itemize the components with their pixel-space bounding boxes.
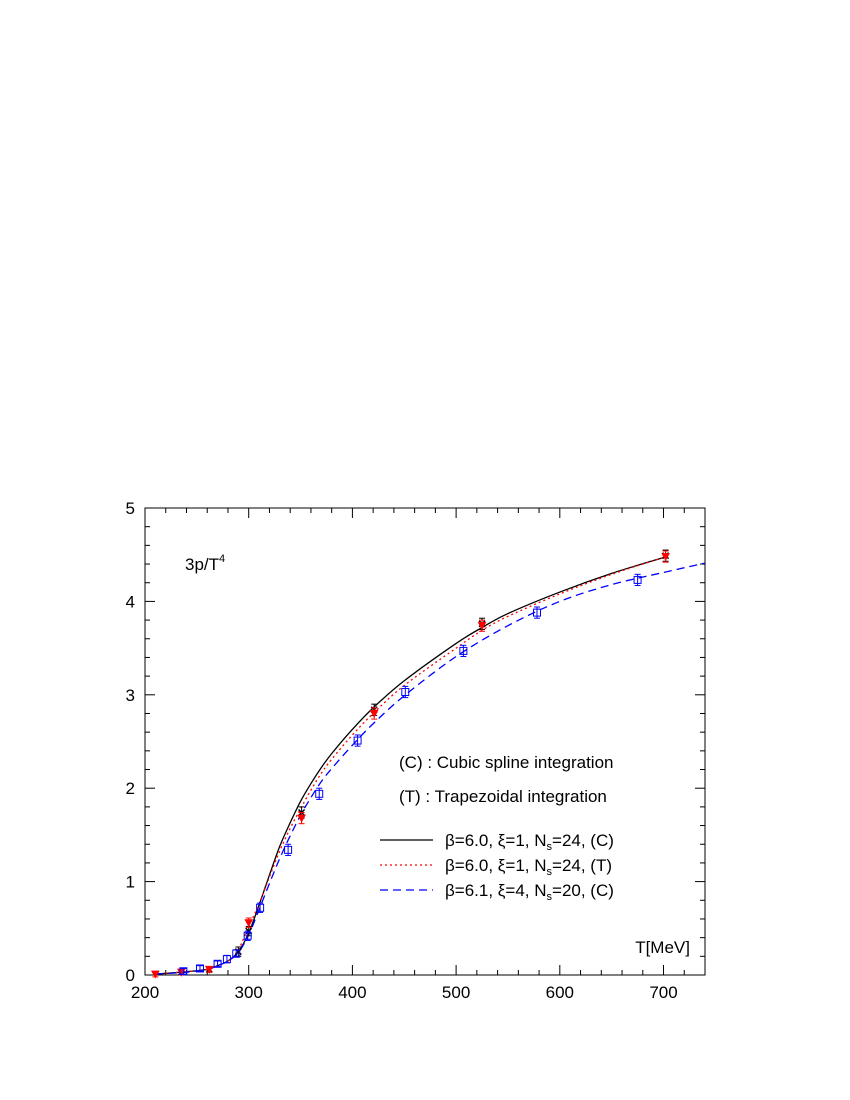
y-tick-label: 5 [126,499,135,518]
data-point-series-3 [243,930,252,941]
square-marker [222,955,231,964]
triangle-marker [297,814,306,823]
square-marker [533,608,541,617]
series-markers [151,549,670,979]
data-point-series-3 [232,949,241,958]
data-point-series-2 [151,970,160,979]
square-marker [353,736,362,745]
data-point-series-2 [244,917,254,928]
data-point-series-2 [477,619,487,632]
axis-ticks: 200 300 400 500 600 700 0 1 2 3 4 5 [126,499,706,1002]
square-marker [213,959,222,968]
data-point-series-3 [195,964,204,973]
square-marker [633,575,642,584]
triangle-marker [151,970,160,979]
y-tick-label: 2 [126,779,135,798]
square-marker [256,903,265,912]
legend-label-1: β=6.0, ξ=1, Ns=24, (C) [445,831,614,853]
triangle-marker [661,553,670,562]
y-tick-label: 0 [126,966,135,985]
legend-label-3: β=6.1, ξ=4, Ns=20, (C) [445,881,614,903]
x-tick-label: 500 [442,983,470,1002]
y-tick-label: 1 [126,873,135,892]
x-tick-label: 300 [235,983,263,1002]
data-point-series-3 [179,967,188,976]
legend-label-2: β=6.0, ξ=1, Ns=24, (T) [445,856,612,878]
triangle-marker [477,622,487,631]
data-point-series-2 [297,811,306,825]
y-tick-label: 3 [126,686,135,705]
x-tick-label: 200 [131,983,159,1002]
y-tick-label: 4 [126,592,135,611]
x-axis-label: T[MeV] [635,938,690,957]
data-point-series-2 [661,550,670,563]
x-tick-label: 600 [546,983,574,1002]
data-point-series-3 [222,954,231,964]
data-point-series-3 [401,685,410,699]
square-marker [459,646,468,655]
data-point-series-3 [533,606,541,619]
data-point-series-3 [459,644,468,658]
note-trapezoidal: (T) : Trapezoidal integration [399,787,607,806]
series-line-3 [155,562,706,975]
square-marker [401,687,410,696]
x-tick-label: 400 [338,983,366,1002]
triangle-marker [369,709,379,719]
data-point-series-3 [353,734,362,747]
data-point-series-3 [284,843,293,856]
data-point-series-3 [633,573,642,587]
data-point-series-3 [213,959,222,968]
data-point-series-2 [204,965,214,974]
square-marker [232,949,241,958]
data-point-series-2 [369,707,379,720]
note-cubic-spline: (C) : Cubic spline integration [399,753,613,772]
legend: β=6.0, ξ=1, Ns=24, (C) β=6.0, ξ=1, Ns=24,… [380,831,614,903]
y-axis-label: 3p/T4 [185,553,225,574]
x-tick-label: 700 [649,983,677,1002]
square-marker [195,964,204,973]
data-point-series-3 [256,902,265,913]
square-marker [243,931,252,940]
plot-frame [144,507,706,976]
data-point-series-3 [315,787,324,800]
square-marker [284,845,293,854]
triangle-marker [244,919,254,928]
triangle-marker [204,965,214,974]
square-marker [179,967,188,976]
square-marker [315,789,324,798]
